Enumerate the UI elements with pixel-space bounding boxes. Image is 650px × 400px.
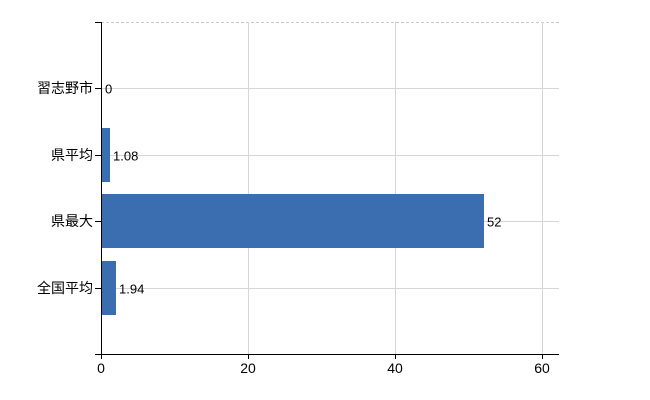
x-axis-line [95, 354, 559, 355]
plot-top-border [101, 22, 559, 23]
x-axis-tick-label: 60 [534, 360, 550, 376]
value-label: 0 [105, 81, 113, 97]
x-axis-tick-60 [542, 354, 543, 359]
bar-県平均 [102, 128, 110, 182]
value-label: 1.08 [113, 148, 139, 164]
category-label: 県平均 [51, 147, 93, 163]
x-axis-tick-label: 20 [240, 360, 256, 376]
x-axis-tick-20 [248, 354, 249, 359]
x-gridline-40 [395, 22, 396, 354]
y-axis-tick [95, 288, 101, 289]
x-axis-tick-40 [395, 354, 396, 359]
y-axis-tick [95, 88, 101, 89]
category-label: 県最大 [51, 213, 93, 229]
x-axis-tick-label: 0 [97, 360, 105, 376]
y-axis-tick [95, 155, 101, 156]
x-axis-tick-label: 40 [387, 360, 403, 376]
bar-県最大 [102, 194, 484, 248]
value-label: 1.94 [119, 281, 145, 297]
x-axis-tick-0 [101, 354, 102, 359]
y-axis-top-tick [95, 22, 101, 23]
row-gridline [101, 288, 559, 289]
row-gridline [101, 88, 559, 89]
y-axis-tick [95, 221, 101, 222]
x-gridline-60 [542, 22, 543, 354]
category-label: 習志野市 [37, 80, 93, 96]
value-label: 52 [487, 214, 502, 230]
row-gridline [101, 155, 559, 156]
category-label: 全国平均 [37, 280, 93, 296]
x-gridline-20 [248, 22, 249, 354]
y-axis-line [101, 22, 102, 355]
bar-全国平均 [102, 261, 116, 315]
